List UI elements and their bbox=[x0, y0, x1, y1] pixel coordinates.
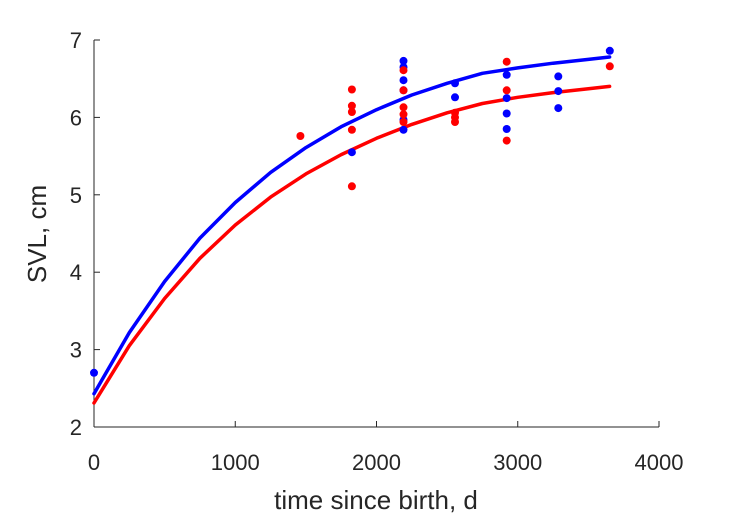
red-data-point bbox=[502, 57, 511, 66]
y-axis-label: SVL, cm bbox=[22, 185, 52, 283]
red-data-point bbox=[502, 136, 511, 145]
x-tick-label: 2000 bbox=[352, 450, 401, 475]
x-axis-label: time since birth, d bbox=[274, 485, 478, 515]
y-tick-label: 6 bbox=[70, 105, 82, 130]
red-fit-curve bbox=[92, 84, 612, 405]
red-data-point bbox=[399, 110, 408, 119]
y-tick-label: 5 bbox=[70, 183, 82, 208]
blue-data-point bbox=[347, 148, 356, 157]
red-data-point bbox=[347, 108, 356, 116]
red-data-point bbox=[347, 125, 356, 134]
series-layer bbox=[90, 46, 614, 405]
blue-data-point bbox=[554, 87, 563, 96]
blue-data-point bbox=[451, 79, 459, 88]
red-data-point bbox=[451, 118, 459, 126]
y-tick-label: 7 bbox=[70, 28, 82, 53]
blue-data-point bbox=[605, 46, 614, 55]
red-data-point bbox=[399, 103, 408, 112]
red-data-point bbox=[296, 132, 305, 140]
red-data-point bbox=[605, 62, 614, 71]
blue-data-point bbox=[399, 76, 408, 85]
red-data-point bbox=[399, 66, 408, 75]
blue-fit-curve bbox=[92, 55, 612, 396]
axes bbox=[93, 40, 659, 428]
red-data-point bbox=[347, 182, 356, 191]
y-tick-label: 3 bbox=[70, 338, 82, 363]
blue-data-point bbox=[90, 368, 98, 377]
x-tick-label: 0 bbox=[88, 450, 100, 475]
x-tick-label: 1000 bbox=[211, 450, 260, 475]
blue-data-point bbox=[399, 56, 408, 65]
red-data-point bbox=[347, 101, 356, 110]
blue-data-point bbox=[502, 70, 511, 79]
blue-data-point bbox=[554, 104, 563, 113]
ticks: 0 1000 2000 3000 4000 2 3 4 5 6 7 bbox=[70, 28, 684, 475]
y-tick-label: 2 bbox=[70, 415, 82, 440]
blue-data-point bbox=[502, 109, 511, 118]
x-tick-label: 3000 bbox=[493, 450, 542, 475]
blue-data-point bbox=[502, 125, 511, 133]
y-tick-label: 4 bbox=[70, 260, 82, 285]
red-data-point bbox=[399, 118, 408, 126]
blue-data-point bbox=[451, 93, 459, 102]
red-data-point bbox=[502, 86, 511, 95]
blue-data-point bbox=[554, 72, 563, 81]
x-tick-label: 4000 bbox=[635, 450, 684, 475]
red-data-point bbox=[399, 86, 408, 95]
blue-data-point bbox=[502, 94, 511, 103]
blue-data-point bbox=[399, 125, 408, 134]
red-data-point bbox=[347, 85, 356, 94]
